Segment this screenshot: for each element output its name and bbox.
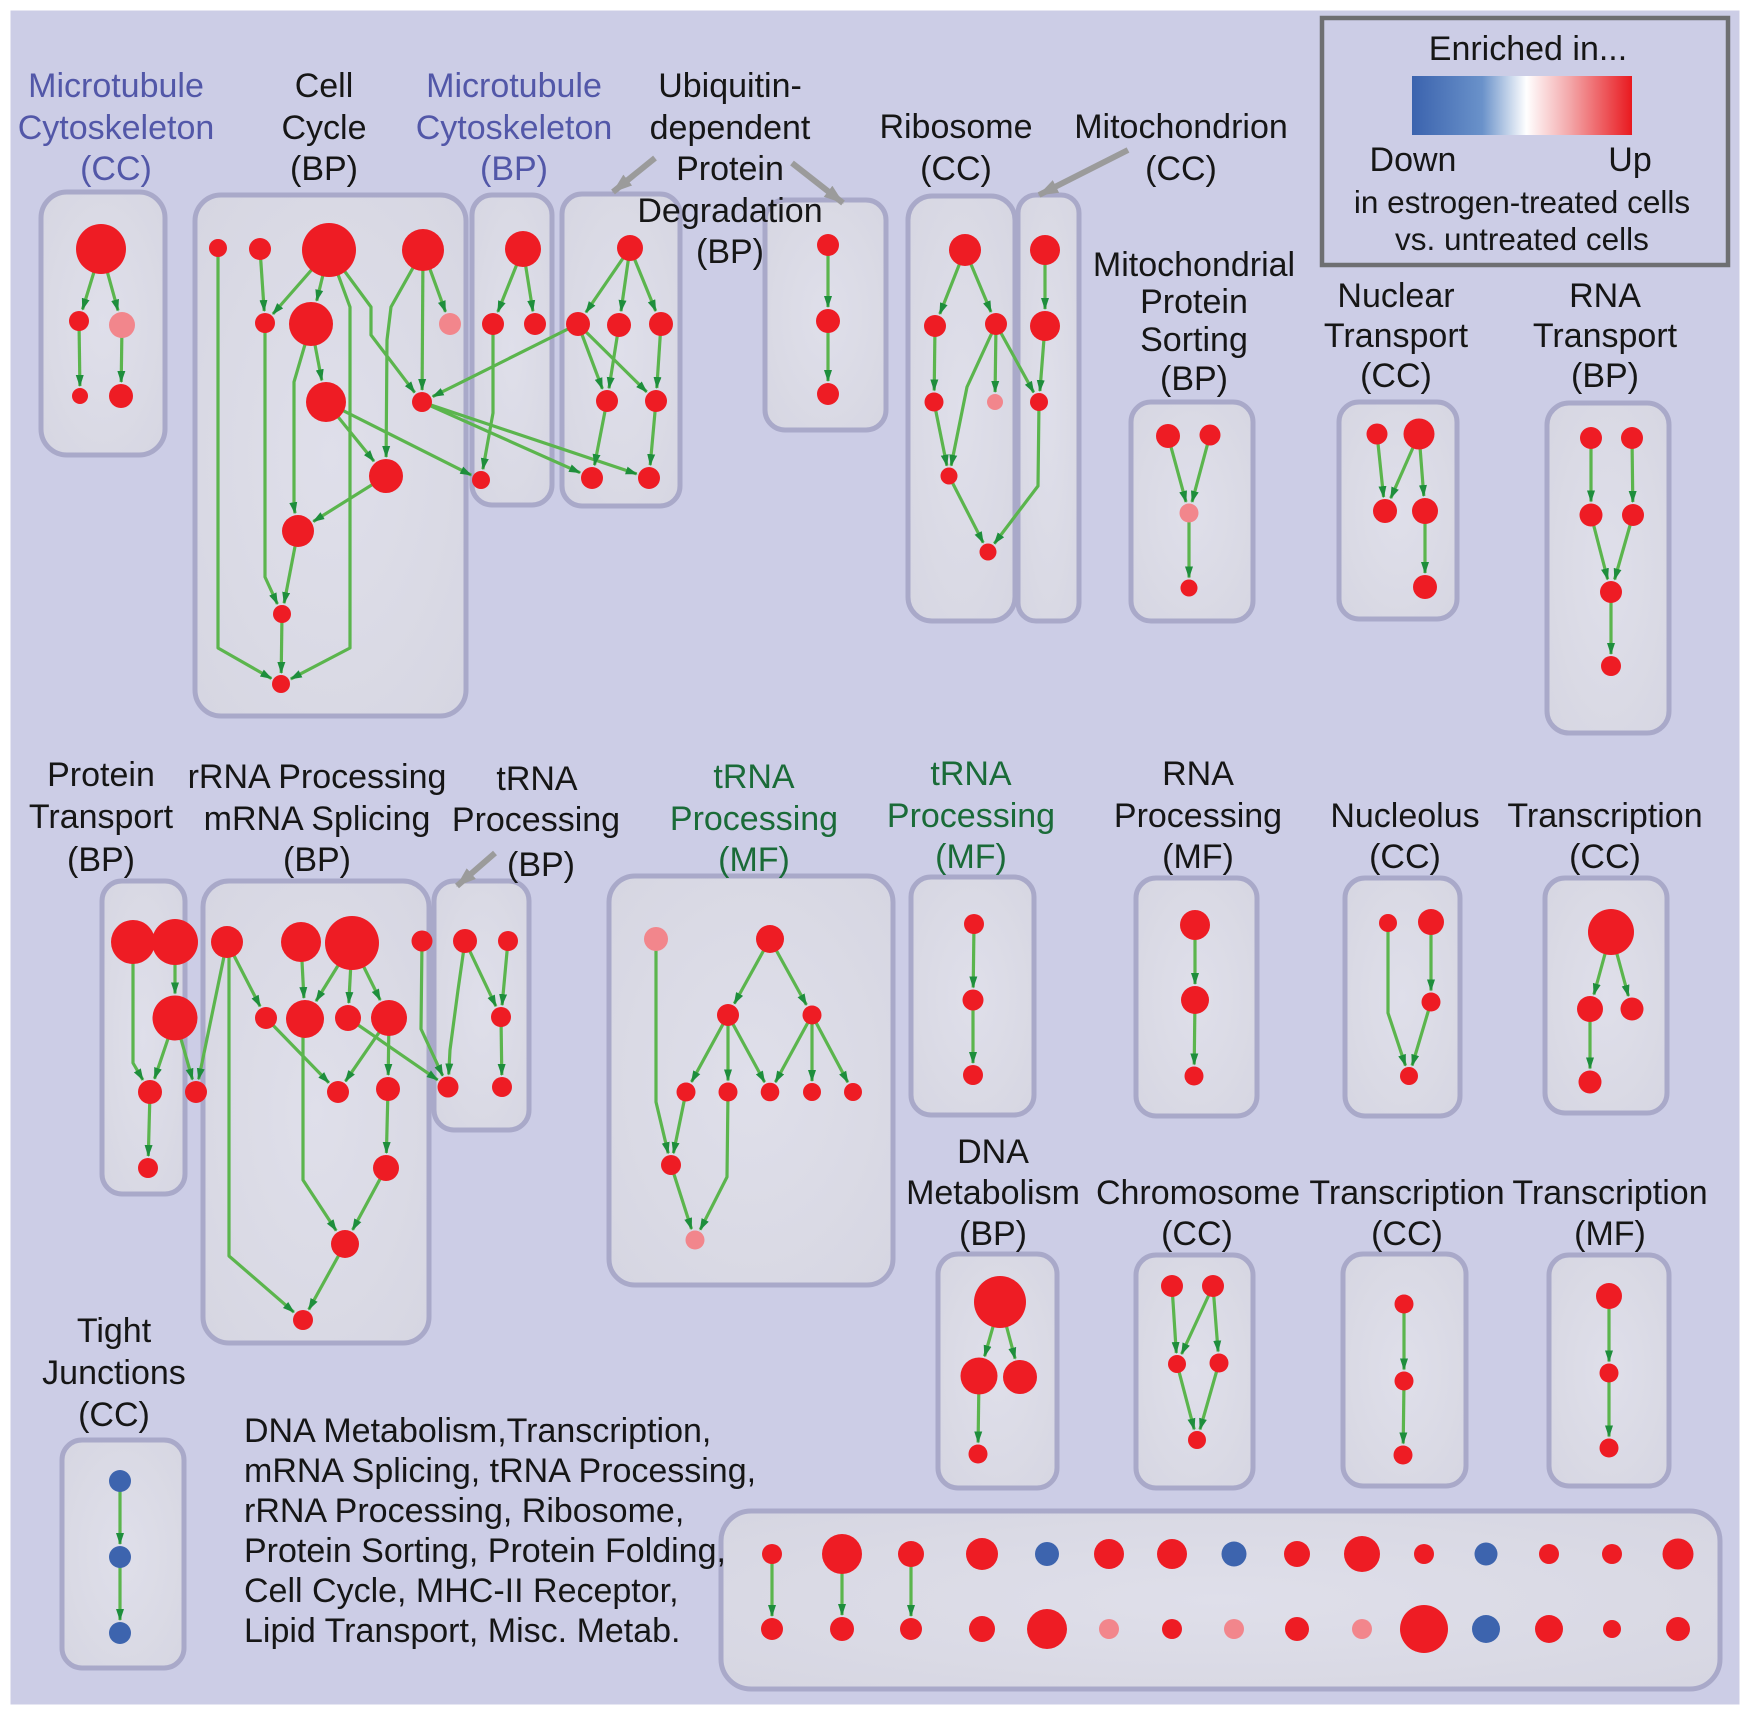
svg-text:Processing: Processing [452,801,620,839]
svg-text:Cytoskeleton: Cytoskeleton [18,109,215,147]
svg-text:mRNA Splicing, tRNA Processing: mRNA Splicing, tRNA Processing, [244,1452,756,1490]
svg-text:rRNA Processing: rRNA Processing [188,758,447,796]
svg-text:Cell Cycle, MHC-II Receptor,: Cell Cycle, MHC-II Receptor, [244,1572,679,1610]
svg-text:(BP): (BP) [290,150,358,188]
svg-text:Processing: Processing [1114,797,1282,835]
svg-text:Metabolism: Metabolism [906,1174,1080,1212]
svg-text:tRNA: tRNA [930,755,1012,793]
svg-text:(BP): (BP) [1160,360,1228,398]
svg-text:Degradation: Degradation [637,192,822,230]
svg-text:Transcription: Transcription [1512,1174,1707,1212]
svg-text:Down: Down [1370,141,1457,179]
svg-text:Ubiquitin-: Ubiquitin- [658,67,802,105]
svg-text:Lipid Transport, Misc. Metab.: Lipid Transport, Misc. Metab. [244,1612,681,1650]
svg-text:Microtubule: Microtubule [28,67,204,105]
svg-text:Sorting: Sorting [1140,321,1248,359]
svg-text:(CC): (CC) [1569,838,1641,876]
svg-text:Ribosome: Ribosome [879,108,1032,146]
svg-text:Cycle: Cycle [281,109,366,147]
svg-text:Junctions: Junctions [42,1354,186,1392]
svg-text:(BP): (BP) [959,1215,1027,1253]
svg-text:DNA Metabolism,Transcription,: DNA Metabolism,Transcription, [244,1412,711,1450]
svg-text:tRNA: tRNA [713,758,795,796]
svg-text:Cell: Cell [295,67,354,105]
svg-text:DNA: DNA [957,1133,1029,1171]
svg-text:vs. untreated cells: vs. untreated cells [1395,221,1649,257]
svg-text:(MF): (MF) [935,838,1007,876]
svg-text:(BP): (BP) [283,841,351,879]
svg-text:Chromosome: Chromosome [1096,1174,1300,1212]
svg-text:Tight: Tight [77,1312,152,1350]
svg-text:(CC): (CC) [920,150,992,188]
svg-text:Processing: Processing [887,797,1055,835]
svg-text:(CC): (CC) [78,1396,150,1434]
svg-text:Protein Sorting, Protein Foldi: Protein Sorting, Protein Folding, [244,1532,726,1570]
svg-text:Transport: Transport [1324,317,1469,355]
svg-text:rRNA Processing, Ribosome,: rRNA Processing, Ribosome, [244,1492,684,1530]
svg-text:(MF): (MF) [1162,838,1234,876]
svg-text:Transcription: Transcription [1309,1174,1504,1212]
svg-text:(MF): (MF) [718,841,790,879]
svg-text:Microtubule: Microtubule [426,67,602,105]
svg-text:Cytoskeleton: Cytoskeleton [416,109,613,147]
svg-text:tRNA: tRNA [496,760,578,798]
svg-text:(BP): (BP) [67,841,135,879]
svg-text:Transcription: Transcription [1507,797,1702,835]
svg-text:(BP): (BP) [696,233,764,271]
svg-text:Mitochondrion: Mitochondrion [1074,108,1288,146]
svg-text:Protein: Protein [47,756,155,794]
svg-text:(CC): (CC) [1161,1215,1233,1253]
svg-text:Up: Up [1608,141,1651,179]
svg-text:(CC): (CC) [80,150,152,188]
svg-text:in estrogen-treated cells: in estrogen-treated cells [1354,184,1690,220]
svg-text:Nucleolus: Nucleolus [1330,797,1479,835]
svg-text:Transport: Transport [1533,317,1678,355]
svg-text:Processing: Processing [670,800,838,838]
svg-text:(CC): (CC) [1369,838,1441,876]
svg-text:(BP): (BP) [507,846,575,884]
svg-text:(MF): (MF) [1574,1215,1646,1253]
svg-text:Transport: Transport [29,798,174,836]
svg-text:(CC): (CC) [1360,357,1432,395]
svg-text:Nuclear: Nuclear [1337,277,1454,315]
svg-text:RNA: RNA [1162,755,1234,793]
svg-text:(BP): (BP) [1571,357,1639,395]
svg-text:(CC): (CC) [1145,150,1217,188]
svg-text:Mitochondrial: Mitochondrial [1093,246,1295,284]
svg-text:(BP): (BP) [480,150,548,188]
svg-text:mRNA Splicing: mRNA Splicing [204,800,431,838]
svg-text:RNA: RNA [1569,277,1641,315]
svg-text:Protein: Protein [676,150,784,188]
svg-text:Enriched in...: Enriched in... [1429,30,1627,68]
svg-text:(CC): (CC) [1371,1215,1443,1253]
svg-text:Protein: Protein [1140,283,1248,321]
svg-text:dependent: dependent [650,109,811,147]
